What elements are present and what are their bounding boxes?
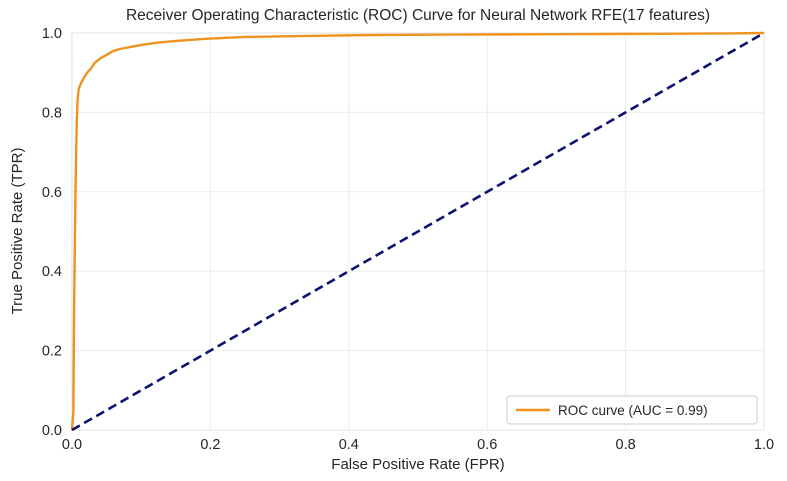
legend: ROC curve (AUC = 0.99) [506,395,758,425]
x-tick-label: 0.6 [477,437,497,453]
x-tick-label: 0.0 [62,437,82,453]
chance-diagonal-line [71,31,765,432]
x-tick-label: 1.0 [754,437,774,453]
x-tick-label: 0.2 [200,437,220,453]
x-axis-label: False Positive Rate (FPR) [331,456,504,473]
y-tick-label: 0.6 [42,185,62,201]
y-tick-label: 0.4 [42,264,62,280]
roc-curve-line [70,31,765,431]
y-tick-label: 0.8 [42,105,62,121]
legend-label-roc: ROC curve (AUC = 0.99) [558,403,708,418]
y-tick-label: 1.0 [42,26,62,42]
x-tick-label: 0.4 [339,437,359,453]
y-tick-label: 0.0 [42,423,62,439]
y-axis-label: True Positive Rate (TPR) [9,148,26,315]
legend-box [506,395,758,425]
series-layer [70,31,765,432]
chart-title: Receiver Operating Characteristic (ROC) … [126,7,710,24]
x-tick-label: 0.8 [616,437,636,453]
y-tick-label: 0.2 [42,344,62,360]
grid [71,32,765,431]
ticks: 0.0 0.2 0.4 0.6 0.8 1.0 0.0 0.2 0.4 0.6 0.8 1.0 [42,26,774,453]
